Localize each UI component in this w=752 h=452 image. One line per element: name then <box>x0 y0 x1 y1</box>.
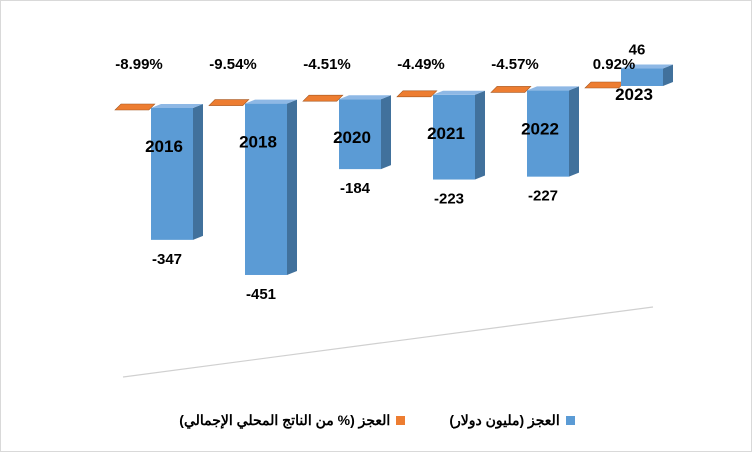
bar-side <box>381 95 391 170</box>
legend-swatch-deficit-pct <box>396 415 406 425</box>
pct-marker <box>208 99 250 106</box>
bar <box>433 94 475 180</box>
category-label: 2018 <box>239 133 277 152</box>
value-label: -227 <box>528 188 558 205</box>
bar <box>621 68 663 86</box>
pct-label: 0.92% <box>593 56 636 73</box>
legend-label-deficit-usd: العجز (مليون دولار) <box>449 411 560 428</box>
value-label: -184 <box>340 180 371 197</box>
bar-side <box>287 99 297 275</box>
category-label: 2021 <box>427 124 465 143</box>
value-label: -347 <box>152 251 182 268</box>
legend-item-deficit-pct: العجز (% من الناتج المحلي الإجمالي) <box>179 411 406 429</box>
value-label: -451 <box>246 286 276 303</box>
legend: العجز (مليون دولار) العجز (% من الناتج ا… <box>1 409 751 431</box>
bar-side <box>569 86 579 177</box>
pct-label: -4.49% <box>397 56 445 73</box>
pct-marker <box>302 94 344 102</box>
bar-side <box>663 64 673 86</box>
bar-side <box>193 104 203 240</box>
bar <box>339 99 381 170</box>
bar-top <box>527 86 579 91</box>
category-label: 2023 <box>615 85 653 104</box>
legend-swatch-deficit-usd <box>565 415 575 425</box>
bar-top <box>433 90 485 95</box>
bar <box>151 108 193 240</box>
pct-marker <box>114 103 156 111</box>
bar-top <box>151 104 203 108</box>
bar <box>245 103 287 275</box>
bar <box>527 90 569 177</box>
pct-label: -9.54% <box>209 56 257 73</box>
pct-marker <box>396 90 438 98</box>
bar-top <box>621 64 673 69</box>
value-label: -223 <box>434 191 464 208</box>
category-label: 2020 <box>333 128 371 147</box>
pct-label: -4.57% <box>491 56 539 73</box>
pct-label: -8.99% <box>115 56 163 73</box>
legend-label-deficit-pct: العجز (% من الناتج المحلي الإجمالي) <box>179 411 391 428</box>
bar-top <box>245 99 297 104</box>
bar-side <box>475 90 485 180</box>
pct-marker <box>490 86 532 93</box>
floor-line <box>122 306 654 378</box>
category-label: 2022 <box>521 119 559 138</box>
legend-item-deficit-usd: العجز (مليون دولار) <box>449 411 575 429</box>
value-label: 46 <box>629 42 646 59</box>
pct-label: -4.51% <box>303 56 351 73</box>
category-label: 2016 <box>145 137 183 156</box>
bar-top <box>339 95 391 100</box>
